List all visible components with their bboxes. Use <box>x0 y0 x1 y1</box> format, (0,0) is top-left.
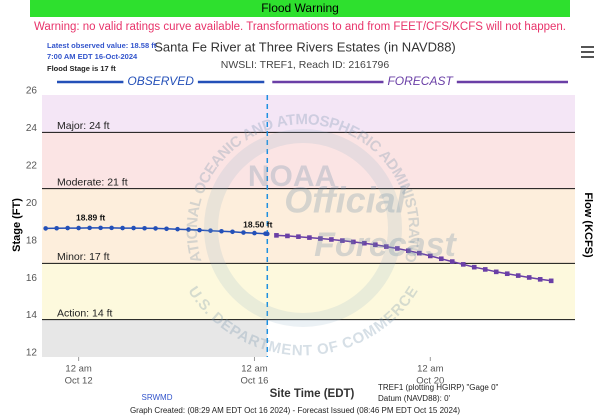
x-tick-label: Oct 12 <box>65 376 93 387</box>
y-tick-label: 12 <box>26 348 38 359</box>
marker <box>471 264 477 270</box>
flood-band <box>42 188 575 264</box>
marker <box>537 277 543 282</box>
marker <box>417 250 422 256</box>
flood-label: Action: 14 ft <box>57 307 113 319</box>
section-header: OBSERVED <box>127 74 194 88</box>
latest-time: 7:00 AM EDT 16-Oct-2024 <box>47 52 138 61</box>
marker <box>87 225 92 231</box>
watermark-text: Official <box>284 180 406 221</box>
marker <box>186 227 191 232</box>
menu-button[interactable] <box>581 46 594 58</box>
marker <box>65 225 70 231</box>
marker <box>252 230 257 236</box>
plot-area: Action: 14 ft Minor: 17 ft Moderate: 21 ft… <box>42 95 575 357</box>
x-tick-label: 12 am <box>417 364 443 375</box>
y-tick-label: 24 <box>26 123 38 134</box>
y-tick-label: 16 <box>26 273 38 284</box>
marker <box>296 234 301 239</box>
warning: Warning: no valid ratings curve availabl… <box>34 21 566 33</box>
flood-label: Major: 24 ft <box>57 120 110 132</box>
watermark-ring <box>204 129 402 327</box>
y-tick-label: 20 <box>26 198 38 209</box>
marker <box>340 238 345 243</box>
marker <box>406 248 411 254</box>
marker <box>120 225 125 231</box>
value-label: 18.50 ft <box>243 220 272 230</box>
latest-value: Latest observed value: 18.58 ft <box>47 41 157 50</box>
marker <box>43 226 48 231</box>
marker <box>54 225 59 231</box>
watermark-text: Forecast <box>314 226 457 264</box>
gage-info: TREF1 (plotting HGIRP) "Gage 0" <box>378 383 499 392</box>
banner-title: Flood Warning <box>261 1 339 15</box>
flood-label: Moderate: 21 ft <box>57 176 128 188</box>
flood-label: Minor: 17 ft <box>57 251 110 263</box>
marker <box>428 253 433 259</box>
y-axis-label: Stage (FT) <box>11 198 23 252</box>
y-tick-label: 26 <box>26 86 38 97</box>
chart-subtitle: NWSLI: TREF1, Reach ID: 2161796 <box>221 59 390 71</box>
series-line <box>45 227 268 235</box>
section-header: FORECAST <box>387 74 454 88</box>
marker <box>197 227 202 233</box>
source: SRWMD <box>142 393 173 402</box>
marker <box>438 256 444 262</box>
marker <box>274 233 279 238</box>
marker <box>264 231 270 237</box>
marker <box>373 242 378 248</box>
marker <box>526 275 532 280</box>
y-tick-label: 22 <box>26 160 38 171</box>
marker <box>98 225 103 231</box>
marker <box>318 236 323 241</box>
marker <box>175 226 180 232</box>
x-axis-label: Site Time (EDT) <box>270 388 355 400</box>
flood-band <box>42 95 575 133</box>
value-label: 18.89 ft <box>76 212 105 222</box>
marker <box>230 229 235 235</box>
marker <box>285 233 290 239</box>
marker <box>548 278 554 284</box>
marker <box>153 226 158 231</box>
marker <box>329 237 334 242</box>
watermark-logo: NOAA <box>248 160 336 193</box>
graph-created: Graph Created: (08:29 AM EDT Oct 16 2024… <box>130 406 460 415</box>
x-tick-label: Oct 20 <box>416 376 444 387</box>
y-tick-label: 14 <box>26 310 38 321</box>
marker <box>395 246 400 251</box>
marker <box>482 267 488 272</box>
chart-title: Santa Fe River at Three Rivers Estates (… <box>154 39 456 54</box>
datum-info: Datum (NAVD88): 0' <box>378 394 451 403</box>
x-tick-label: 12 am <box>241 364 267 375</box>
x-tick-label: 12 am <box>65 364 91 375</box>
marker <box>109 225 114 231</box>
x-tick-label: Oct 16 <box>240 376 268 387</box>
flood-band <box>42 263 575 320</box>
marker <box>384 244 389 249</box>
marker <box>164 226 169 232</box>
flood-band <box>42 132 575 189</box>
banner <box>30 0 570 17</box>
marker <box>362 240 367 246</box>
marker <box>460 262 466 267</box>
marker <box>449 259 455 264</box>
marker <box>515 273 521 278</box>
marker <box>241 230 246 235</box>
marker <box>219 228 224 234</box>
marker <box>142 225 147 231</box>
flood-stage: Flood Stage is 17 ft <box>47 64 116 73</box>
marker <box>307 235 312 240</box>
marker <box>208 228 213 233</box>
marker <box>504 271 510 277</box>
y2-axis-label: Flow (KCFS) <box>582 192 594 258</box>
marker <box>493 269 499 275</box>
observed-low-shade <box>42 319 268 357</box>
y-tick-label: 18 <box>26 235 38 246</box>
marker <box>76 225 81 231</box>
marker <box>131 225 136 231</box>
marker <box>351 239 356 245</box>
